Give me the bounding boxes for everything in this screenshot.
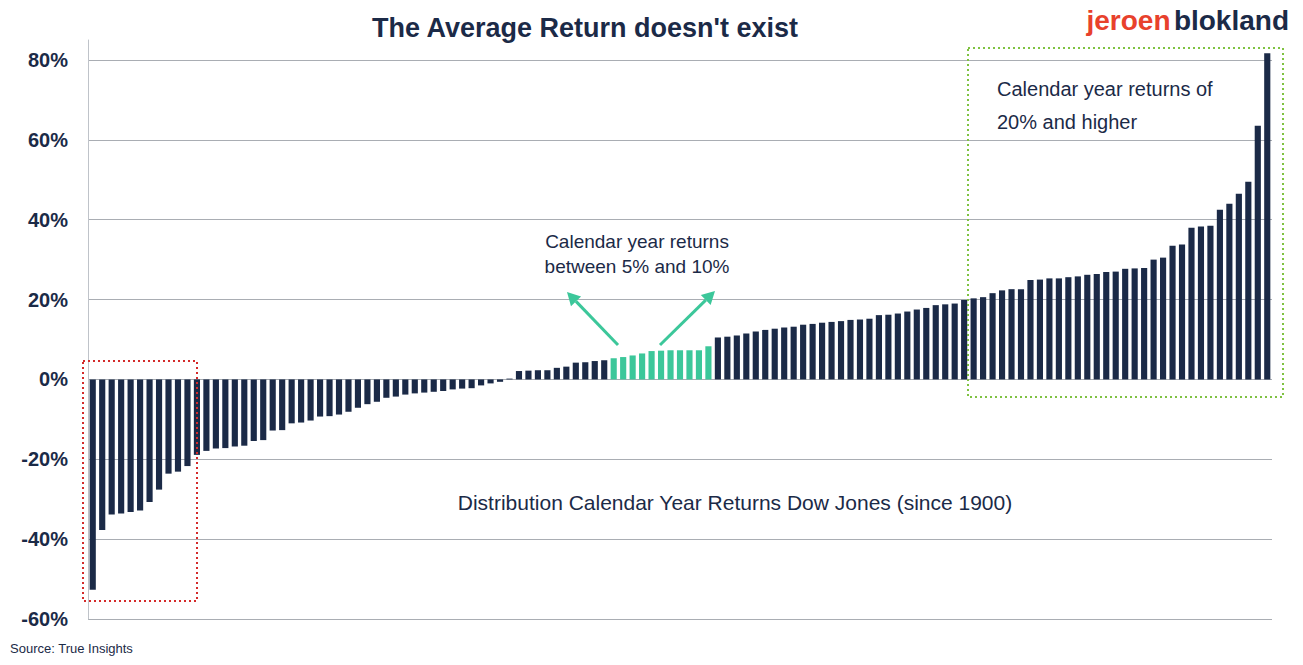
svg-text:40%: 40% <box>28 209 68 231</box>
svg-text:20% and higher: 20% and higher <box>997 111 1137 133</box>
svg-text:Source: True Insights: Source: True Insights <box>10 641 133 656</box>
svg-text:-20%: -20% <box>21 448 68 470</box>
svg-text:-40%: -40% <box>21 528 68 550</box>
svg-text:jeroen: jeroen <box>1086 5 1171 36</box>
svg-text:Distribution Calendar Year Ret: Distribution Calendar Year Returns Dow J… <box>458 491 1012 514</box>
svg-text:The Average Return doesn't exi: The Average Return doesn't exist <box>372 13 798 43</box>
svg-text:-60%: -60% <box>21 608 68 630</box>
svg-text:Calendar year returns of: Calendar year returns of <box>997 78 1213 100</box>
svg-text:20%: 20% <box>28 289 68 311</box>
svg-text:60%: 60% <box>28 129 68 151</box>
svg-text:0%: 0% <box>39 368 68 390</box>
svg-text:Calendar year returns: Calendar year returns <box>545 231 729 252</box>
svg-text:80%: 80% <box>28 49 68 71</box>
svg-text:between 5% and 10%: between 5% and 10% <box>545 256 730 277</box>
svg-text:blokland: blokland <box>1174 5 1289 36</box>
